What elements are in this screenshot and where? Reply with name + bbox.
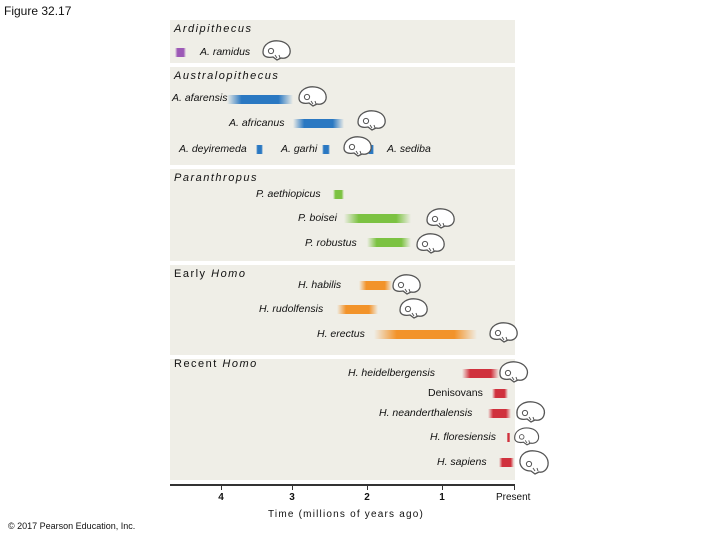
axis-tick-label-3: 3 xyxy=(289,492,295,503)
species-label-p-boisei: P. boisei xyxy=(298,212,337,224)
skull-icon-h-erectus xyxy=(489,322,518,343)
panel-recent-homo xyxy=(170,359,515,480)
skull-icon-a-afarensis xyxy=(298,86,327,107)
figure-title: Figure 32.17 xyxy=(4,4,72,18)
species-label-p-aethiopicus: P. aethiopicus xyxy=(256,188,321,200)
range-bar-h-sapiens xyxy=(499,458,514,467)
range-bar-a-ramidus xyxy=(174,48,187,57)
range-bar-a-africanus xyxy=(292,119,345,128)
range-bar-h-erectus xyxy=(373,330,478,339)
range-bar-h-rudolfensis xyxy=(337,305,378,314)
species-label-h-sapiens: H. sapiens xyxy=(437,456,487,468)
range-bar-h-neanderthalensis xyxy=(488,409,512,418)
range-bar-p-robustus xyxy=(366,238,411,247)
group-label-australopithecus: Australopithecus xyxy=(174,70,280,82)
group-label-early-homo: Early Homo xyxy=(174,268,246,280)
species-label-h-neanderthalensis: H. neanderthalensis xyxy=(379,407,473,419)
species-label-h-rudolfensis: H. rudolfensis xyxy=(259,303,324,315)
axis-tick xyxy=(442,484,443,490)
species-label-h-erectus: H. erectus xyxy=(317,328,365,340)
range-bar-denisovans xyxy=(491,389,509,398)
group-label-early-italic: Homo xyxy=(211,268,247,280)
axis-tick xyxy=(514,484,515,490)
range-bar-h-heidelbergensis xyxy=(462,369,500,378)
skull-icon-h-rudolfensis xyxy=(399,298,428,319)
range-bar-a-deyiremeda xyxy=(256,145,264,154)
species-label-a-deyiremeda: A. deyiremeda xyxy=(179,143,247,155)
skull-icon-p-boisei xyxy=(426,208,455,229)
skull-icon-h-sapiens xyxy=(519,450,549,475)
axis-tick-label-4: 4 xyxy=(218,492,224,503)
axis-tick xyxy=(221,484,222,490)
group-label-ardipithecus: Ardipithecus xyxy=(174,23,253,35)
species-label-h-heidelbergensis: H. heidelbergensis xyxy=(348,367,435,379)
species-label-h-habilis: H. habilis xyxy=(298,279,342,291)
group-label-recent-plain: Recent xyxy=(174,358,223,370)
skull-icon-h-floresiensis xyxy=(514,427,540,446)
group-label-early-plain: Early xyxy=(174,268,212,280)
range-bar-h-habilis xyxy=(359,281,393,290)
species-label-denisovans: Denisovans xyxy=(428,387,483,399)
time-axis-line xyxy=(170,484,515,486)
skull-icon-a-africanus xyxy=(357,110,386,131)
axis-present-label: Present xyxy=(496,492,531,503)
group-label-recent-italic: Homo xyxy=(222,358,258,370)
skull-icon-a-garhi xyxy=(343,136,372,157)
skull-icon-a-ramidus xyxy=(262,40,291,61)
skull-icon-h-habilis xyxy=(392,274,421,295)
axis-title: Time (millions of years ago) xyxy=(268,509,425,520)
range-bar-a-afarensis xyxy=(226,95,293,104)
range-bar-p-aethiopicus xyxy=(333,190,345,199)
panel-ardipithecus xyxy=(170,20,515,63)
species-label-a-afarensis: A. afarensis xyxy=(172,92,228,104)
species-label-a-garhi: A. garhi xyxy=(281,143,318,155)
axis-tick xyxy=(367,484,368,490)
axis-tick-label-2: 2 xyxy=(364,492,370,503)
range-bar-h-floresiensis xyxy=(506,433,511,442)
skull-icon-h-heidelbergensis xyxy=(499,361,529,383)
axis-tick xyxy=(292,484,293,490)
species-label-a-sediba: A. sediba xyxy=(387,143,431,155)
axis-tick-label-1: 1 xyxy=(439,492,445,503)
panel-paranthropus xyxy=(170,169,515,261)
skull-icon-h-neanderthalensis xyxy=(516,401,546,423)
panel-australopithecus xyxy=(170,67,515,165)
range-bar-p-boisei xyxy=(344,214,411,223)
species-label-h-floresiensis: H. floresiensis xyxy=(430,431,496,443)
species-label-a-africanus: A. africanus xyxy=(229,117,285,129)
species-label-a-ramidus: A. ramidus xyxy=(200,46,251,58)
skull-icon-p-robustus xyxy=(416,233,445,254)
group-label-paranthropus: Paranthropus xyxy=(174,172,259,184)
copyright-notice: © 2017 Pearson Education, Inc. xyxy=(8,521,136,531)
species-label-p-robustus: P. robustus xyxy=(305,237,357,249)
group-label-recent-homo: Recent Homo xyxy=(174,358,258,370)
range-bar-a-garhi xyxy=(322,145,330,154)
